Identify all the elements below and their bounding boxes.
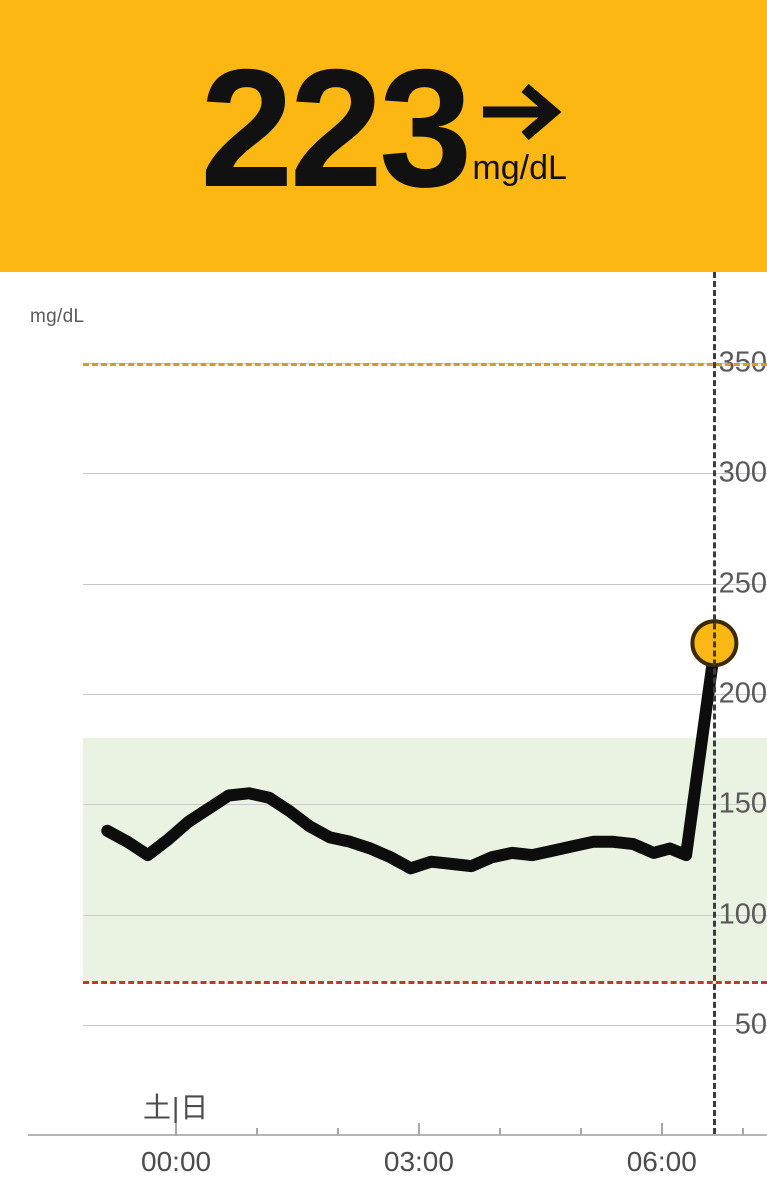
y-axis-tick-label: 250	[718, 567, 767, 600]
y-axis-unit-label: mg/dL	[30, 306, 85, 327]
glucose-trace	[101, 619, 739, 875]
x-axis-major-tick	[417, 1123, 420, 1136]
x-axis-major-tick	[175, 1123, 178, 1136]
chart-plot-area[interactable]: mg/dL 350 300 250 200 150 100 50 00:00 03:00 06:…	[0, 272, 767, 1200]
y-axis-tick-label: 50	[734, 1008, 767, 1041]
glucose-chart[interactable]: mg/dL 350 300 250 200 150 100 50 00:00 03:00 06:…	[0, 272, 767, 1200]
gridline	[83, 914, 767, 916]
current-reading-header: 223 mg/dL	[0, 0, 767, 272]
x-axis-minor-tick	[336, 1128, 339, 1135]
y-axis-tick-label: 300	[718, 456, 767, 489]
current-glucose-value: 223	[200, 34, 472, 222]
x-axis-tick-label: 03:00	[383, 1146, 454, 1177]
gridline	[83, 473, 767, 475]
arrow-right-icon	[477, 77, 563, 147]
current-reading-header-content: 223 mg/dL	[0, 0, 767, 272]
trend-and-unit: mg/dL	[472, 53, 567, 188]
unit-label: mg/dL	[472, 149, 567, 187]
x-axis-tick-label: 06:00	[626, 1146, 697, 1177]
current-time-line	[712, 272, 716, 1134]
y-axis-tick-label: 150	[718, 787, 767, 820]
y-axis-tick-label: 200	[718, 677, 767, 710]
y-axis-tick-label: 350	[718, 346, 767, 379]
x-axis-minor-tick	[579, 1128, 582, 1135]
gridline	[83, 1025, 767, 1026]
x-axis-minor-tick	[741, 1128, 744, 1135]
x-axis-minor-tick	[498, 1128, 501, 1135]
x-axis-major-tick	[660, 1123, 663, 1136]
gridline	[83, 583, 767, 585]
target-range-band	[83, 738, 767, 981]
high-limit-line	[83, 363, 767, 366]
day-divider-label: 土|日	[142, 1092, 210, 1123]
low-limit-line	[83, 980, 767, 984]
x-axis-tick-label: 00:00	[141, 1146, 212, 1177]
gridline	[83, 694, 767, 695]
gridline	[83, 804, 767, 806]
y-axis-tick-label: 100	[718, 898, 767, 931]
x-axis-line	[28, 1134, 767, 1136]
reading-group: 223 mg/dL	[200, 34, 567, 222]
x-axis-minor-tick	[256, 1128, 259, 1135]
